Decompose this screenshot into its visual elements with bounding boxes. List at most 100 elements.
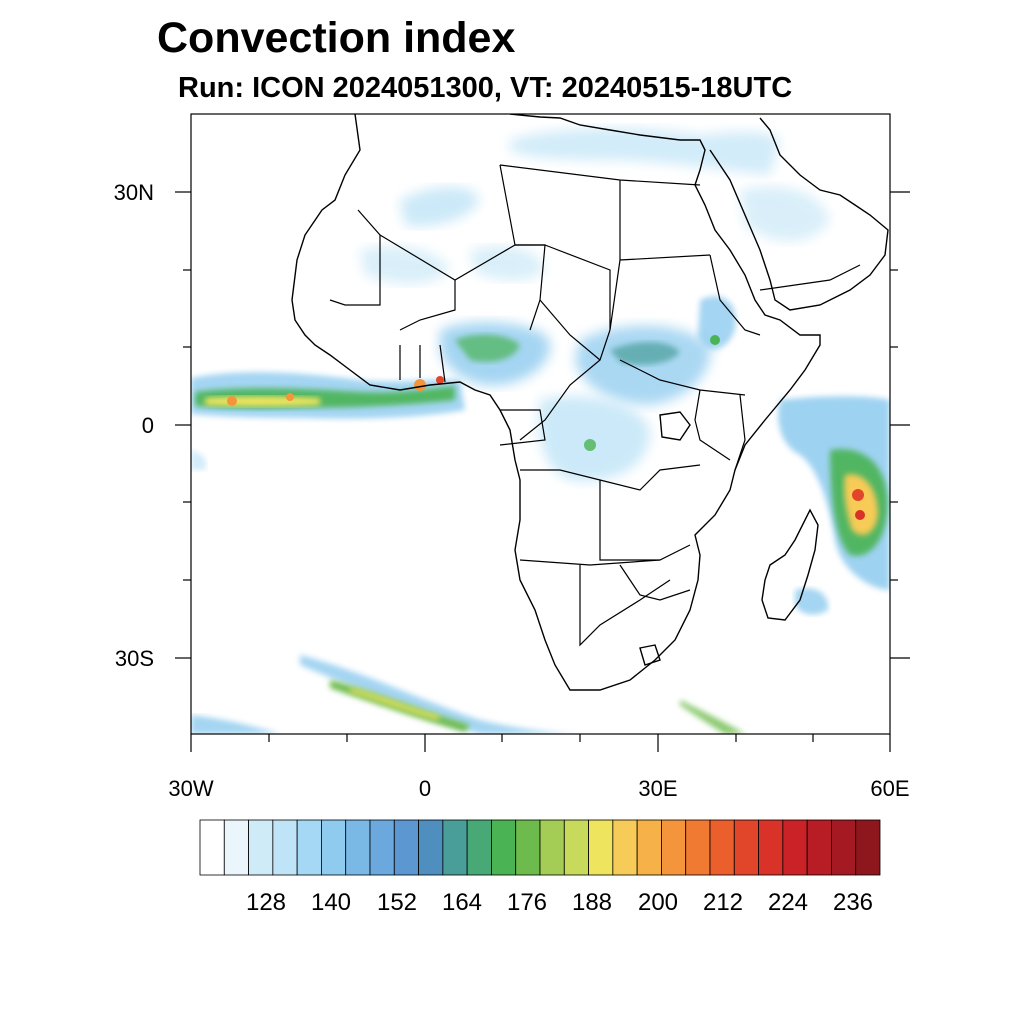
border — [329, 209, 381, 306]
lat-label-30s: 30S — [114, 646, 154, 671]
colorbar-label: 224 — [767, 889, 809, 916]
itcz-hotspot — [414, 379, 426, 391]
colorbar-box — [199, 819, 225, 876]
southern-band-east — [680, 700, 745, 734]
southern-band-light — [300, 655, 600, 734]
colorbar-box — [345, 819, 371, 876]
mediterranean-convection — [510, 128, 780, 175]
axis-ticks — [175, 191, 910, 752]
border — [519, 329, 611, 441]
southern-band-yellow — [350, 688, 440, 720]
border — [694, 389, 731, 461]
indian-ocean-hotspot — [855, 510, 865, 520]
congo-convection — [538, 396, 650, 481]
border — [399, 344, 446, 383]
colorbar-box — [685, 819, 711, 876]
colorbar-label: 128 — [245, 889, 287, 916]
colorbar-label: 164 — [441, 889, 483, 916]
central-africa-convection — [575, 325, 711, 405]
border — [579, 565, 671, 647]
country-borders — [329, 164, 861, 647]
colorbar-box — [636, 819, 662, 876]
colorbar-box — [806, 819, 832, 876]
convection-field — [191, 128, 890, 734]
lon-label-60e: 60E — [870, 776, 910, 801]
colorbar-box — [733, 819, 759, 876]
colorbar-box — [296, 819, 322, 876]
sahel-convection-core — [455, 334, 520, 362]
border — [399, 280, 456, 331]
central-africa-core — [610, 341, 680, 365]
madagascar-coastline — [761, 508, 819, 621]
lesotho — [639, 644, 661, 666]
colorbar-box — [466, 819, 492, 876]
colorbar-label: 200 — [637, 889, 679, 916]
west-edge-convection — [191, 450, 207, 470]
itcz-hotspot — [286, 393, 294, 401]
ethiopia-convection — [698, 296, 736, 350]
colorbar-box — [563, 819, 589, 876]
border — [499, 409, 546, 446]
madagascar-convection — [795, 588, 829, 615]
lake-victoria — [659, 411, 691, 441]
border — [599, 480, 691, 561]
colorbar-box — [709, 819, 735, 876]
lon-label-0: 0 — [418, 776, 432, 801]
itcz-hotspot — [227, 396, 237, 406]
colorbar-box — [223, 819, 249, 876]
congo-core — [584, 439, 596, 451]
chart-subtitle: Run: ICON 2024051300, VT: 20240515-18UTC — [178, 72, 793, 104]
africa-coastline — [291, 114, 821, 691]
border — [519, 559, 661, 566]
colorbar-label: 152 — [376, 889, 418, 916]
border — [499, 164, 701, 186]
border — [709, 254, 761, 336]
colorbar-box — [855, 819, 881, 876]
colorbar-label: 236 — [832, 889, 874, 916]
map-frame — [190, 113, 891, 735]
colorbar-box — [321, 819, 347, 876]
itcz-hotspot — [436, 376, 444, 384]
colorbar-box — [831, 819, 857, 876]
southwest-corner-convection — [191, 715, 280, 734]
colorbar-label: 140 — [310, 889, 352, 916]
colorbar-box — [418, 819, 444, 876]
border — [759, 264, 861, 291]
border — [619, 359, 746, 396]
lat-label-eq: 0 — [141, 413, 154, 438]
colorbar-label: 176 — [506, 889, 548, 916]
colorbar-box — [661, 819, 687, 876]
chart-title: Convection index — [157, 14, 516, 62]
colorbar-box — [248, 819, 274, 876]
lon-label-30e: 30E — [638, 776, 678, 801]
border — [520, 464, 701, 491]
colorbar-label: 188 — [571, 889, 613, 916]
colorbar-box — [539, 819, 565, 876]
border — [539, 299, 601, 361]
itcz-band-core — [205, 396, 320, 407]
arabia-convection — [740, 186, 830, 242]
colorbar — [199, 819, 881, 876]
colorbar-box — [491, 819, 517, 876]
colorbar-box — [515, 819, 541, 876]
lon-label-30w: 30W — [168, 776, 214, 801]
colorbar-box — [369, 819, 395, 876]
ethiopia-core — [710, 335, 720, 345]
border — [619, 564, 691, 601]
border — [734, 394, 746, 471]
colorbar-box — [612, 819, 638, 876]
colorbar-box — [588, 819, 614, 876]
sahara-convection — [400, 186, 480, 227]
border — [544, 244, 711, 331]
colorbar-box — [393, 819, 419, 876]
colorbar-box — [442, 819, 468, 876]
colorbar-box — [758, 819, 784, 876]
coastlines — [291, 114, 889, 691]
lat-label-30n: 30N — [113, 180, 154, 205]
sahara-convection — [360, 246, 450, 284]
arabian-peninsula-coastline — [709, 117, 889, 311]
colorbar-box — [272, 819, 298, 876]
colorbar-box — [782, 819, 808, 876]
sahara-convection — [470, 246, 545, 281]
